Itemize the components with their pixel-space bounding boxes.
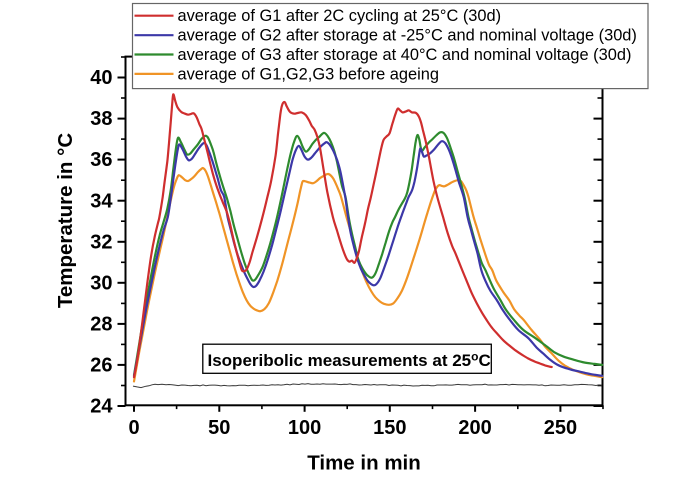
svg-text:250: 250 (544, 417, 577, 439)
svg-text:150: 150 (373, 417, 406, 439)
svg-text:Isoperibolic measurements at 2: Isoperibolic measurements at 25oC (208, 350, 491, 371)
svg-text:30: 30 (90, 272, 112, 294)
svg-text:28: 28 (90, 314, 112, 336)
svg-text:200: 200 (458, 417, 491, 439)
svg-text:38: 38 (90, 108, 112, 130)
svg-text:0: 0 (128, 417, 139, 439)
svg-text:100: 100 (288, 417, 321, 439)
svg-text:40: 40 (90, 67, 112, 89)
svg-text:26: 26 (90, 355, 112, 377)
svg-text:34: 34 (90, 190, 113, 212)
svg-text:Temperature in °C: Temperature in °C (54, 133, 77, 308)
svg-text:50: 50 (208, 417, 230, 439)
svg-text:average of G3 after storage at: average of G3 after storage at 40°C and … (178, 46, 632, 64)
svg-text:average of G1 after 2C cycling: average of G1 after 2C cycling at 25°C (… (178, 7, 502, 25)
svg-text:36: 36 (90, 149, 112, 171)
svg-text:average of G2 after storage at: average of G2 after storage at -25°C and… (178, 27, 637, 45)
svg-text:32: 32 (90, 231, 112, 253)
svg-text:24: 24 (90, 396, 113, 418)
svg-text:average of G1,G2,G3 before age: average of G1,G2,G3 before ageing (178, 65, 440, 83)
svg-text:Time in min: Time in min (307, 452, 421, 475)
